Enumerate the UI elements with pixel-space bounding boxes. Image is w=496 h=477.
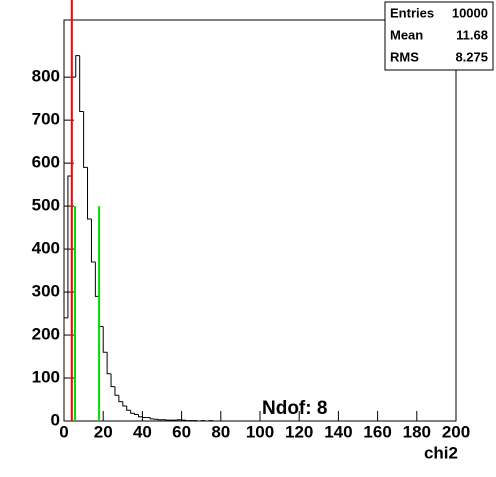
stats-value: 10000	[452, 5, 488, 20]
frame	[64, 20, 456, 421]
x-tick-label: 180	[403, 422, 431, 441]
x-tick-label: 20	[94, 422, 113, 441]
x-tick-label: 100	[246, 422, 274, 441]
y-tick-label: 200	[32, 325, 60, 344]
y-tick-label: 100	[32, 368, 60, 387]
stats-label: Mean	[390, 27, 423, 42]
y-tick-label: 700	[32, 110, 60, 129]
x-axis-label: chi2	[424, 443, 458, 462]
y-tick-label: 800	[32, 67, 60, 86]
x-tick-label: 120	[285, 422, 313, 441]
annotation: Ndof: 8	[262, 398, 327, 419]
x-tick-label: 40	[133, 422, 152, 441]
x-tick-label: 160	[363, 422, 391, 441]
stats-label: Entries	[390, 5, 434, 20]
x-tick-label: 80	[211, 422, 230, 441]
y-tick-label: 400	[32, 239, 60, 258]
y-tick-label: 500	[32, 196, 60, 215]
stats-value: 11.68	[456, 27, 488, 42]
stats-label: RMS	[390, 49, 419, 64]
y-tick-label: 300	[32, 282, 60, 301]
x-tick-label: 60	[172, 422, 191, 441]
y-tick-label: 600	[32, 153, 60, 172]
x-tick-label: 0	[59, 422, 68, 441]
x-tick-label: 200	[442, 422, 470, 441]
stats-value: 8.275	[455, 49, 488, 64]
x-tick-label: 140	[324, 422, 352, 441]
